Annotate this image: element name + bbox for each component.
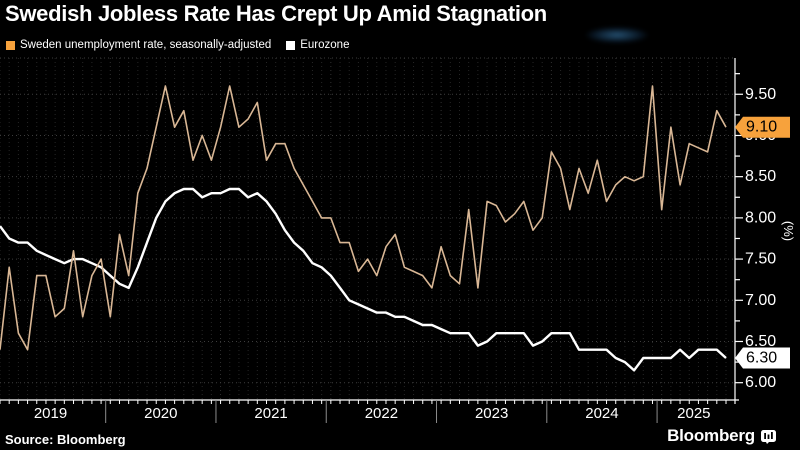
y-axis-tick-label: 8.00 [745,209,776,226]
y-axis-tick-label: 8.50 [745,168,776,185]
sweden-value-badge [735,116,790,138]
legend-item-sweden[interactable]: Sweden unemployment rate, seasonally-adj… [6,39,271,51]
y-axis-tick-label: 6.00 [745,374,776,391]
legend-label-eurozone: Eurozone [300,39,350,51]
x-axis-year-label: 2020 [144,405,177,422]
bloomberg-logo: Bloomberg [667,426,776,446]
eurozone-series-line [0,187,727,372]
x-axis-year-label: 2023 [475,405,508,422]
legend-item-eurozone[interactable]: Eurozone [286,39,349,51]
x-axis-year-label: 2025 [677,405,710,422]
source-text: Source: Bloomberg [5,432,126,447]
legend-label-sweden: Sweden unemployment rate, seasonally-adj… [20,39,272,51]
blur-artifact [586,27,648,43]
eurozone-value-badge-value: 6.30 [746,349,777,366]
x-axis-year-label: 2021 [254,405,287,422]
y-axis-unit-label: (%) [781,221,796,241]
y-axis-tick-label: 6.50 [745,333,776,350]
chart-title: Swedish Jobless Rate Has Crept Up Amid S… [5,1,547,26]
y-axis-tick-label: 7.00 [745,292,776,309]
x-axis-year-label: 2022 [365,405,398,422]
y-axis-tick-label: 9.50 [745,86,776,103]
bloomberg-icon [761,429,776,444]
sweden-series-line [0,85,727,351]
legend: Sweden unemployment rate, seasonally-adj… [6,39,349,51]
legend-swatch-eurozone-icon [286,40,296,50]
eurozone-value-badge [735,347,790,369]
x-axis-year-label: 2024 [585,405,618,422]
legend-swatch-sweden-icon [6,40,15,50]
bloomberg-wordmark: Bloomberg [667,426,755,445]
sweden-value-badge-value: 9.10 [746,119,777,136]
y-axis-tick-label: 7.50 [745,251,776,268]
x-axis-year-label: 2019 [34,405,67,422]
